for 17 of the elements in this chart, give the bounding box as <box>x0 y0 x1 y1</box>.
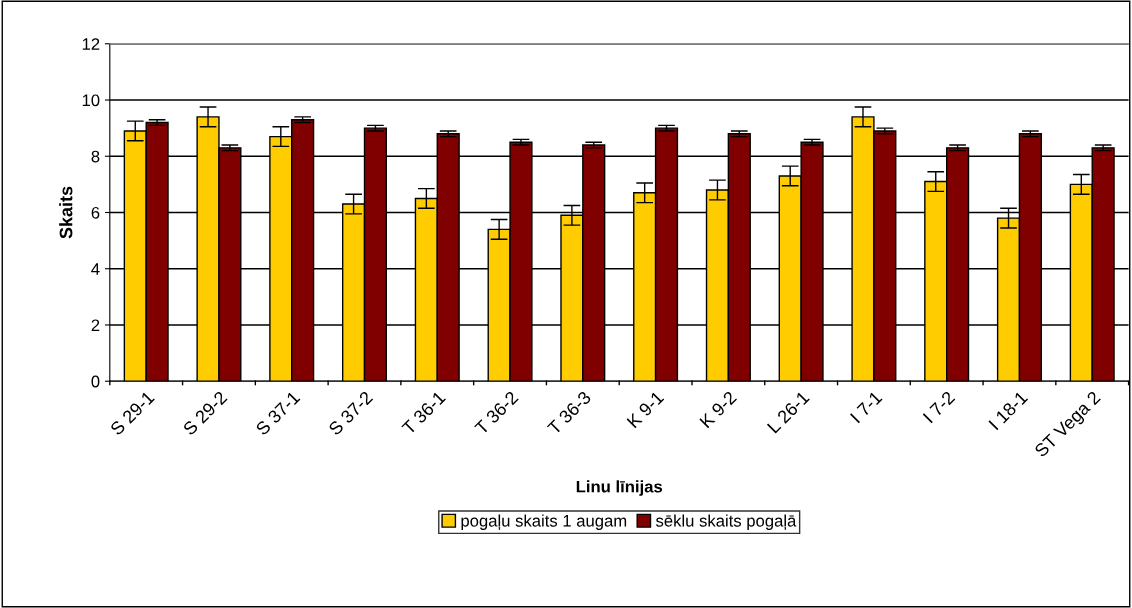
y-tick-label: 6 <box>91 206 100 219</box>
x-tick-label: K 9-1 <box>626 390 665 429</box>
x-tick-label: T 36-1 <box>401 390 447 436</box>
legend-label: pogaļu skaits 1 augam <box>461 514 627 531</box>
x-tick-label: S 37-1 <box>255 390 301 436</box>
y-tick-label: 4 <box>91 263 100 275</box>
legend-label: sēklu skaits pogaļā <box>655 514 797 531</box>
y-tick-label: 8 <box>91 150 100 163</box>
x-tick-label: I 7-2 <box>922 390 956 424</box>
x-tick-label: K 9-2 <box>699 390 738 429</box>
y-axis-title: Skaits <box>59 186 73 239</box>
y-tick-label: 12 <box>82 38 100 50</box>
y-tick-label: 10 <box>82 94 100 107</box>
y-tick-label: 2 <box>91 319 100 332</box>
x-tick-label: I 7-1 <box>850 390 883 424</box>
y-tick-label: 0 <box>91 375 100 388</box>
x-axis-title: Linu līnijas <box>576 480 663 496</box>
